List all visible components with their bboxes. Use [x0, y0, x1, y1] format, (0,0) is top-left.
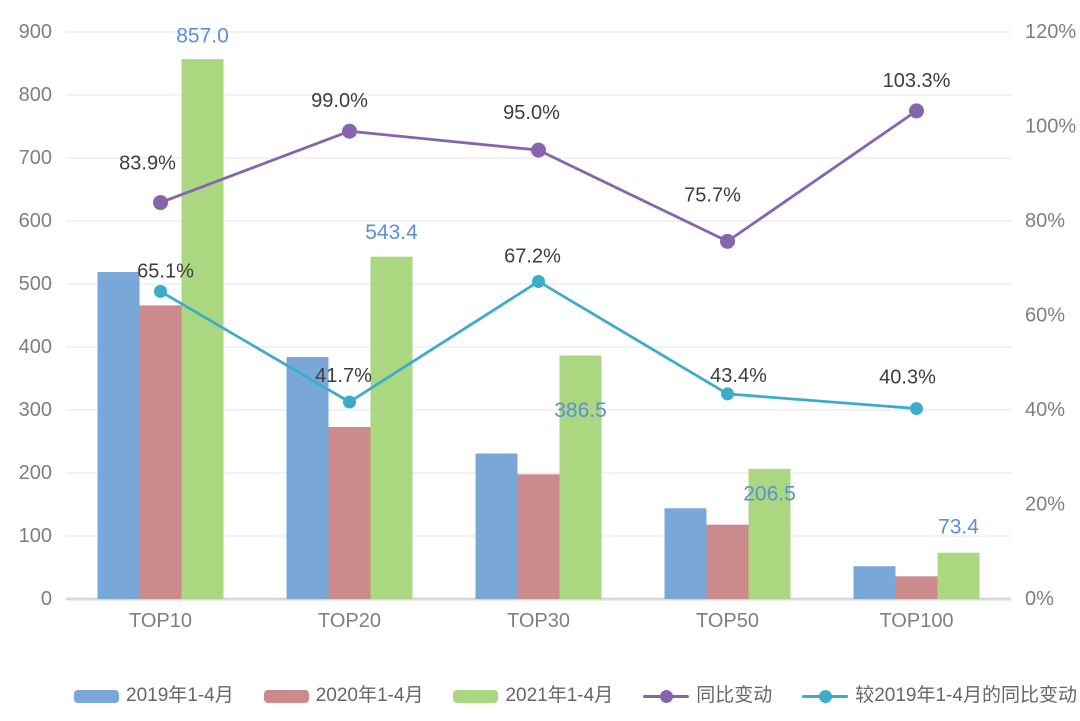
value-label: 206.5	[743, 482, 796, 505]
value-label: 73.4	[938, 515, 979, 538]
bar-2020年1-4月-TOP30	[517, 474, 560, 599]
percent-label: 103.3%	[883, 70, 951, 92]
line-同比变动	[160, 109, 918, 243]
percent-label: 43.4%	[710, 365, 767, 387]
chart-plot-area: 0 100 200 300 400 500 600 700 800 900 0% 20% 40% 60% 8…	[19, 21, 1077, 632]
x-axis-tick: TOP10	[129, 610, 192, 632]
dot-同比变动-TOP30	[531, 142, 546, 158]
percent-label: 40.3%	[879, 367, 936, 389]
legend: 2019年1-4月 2020年1-4月 2021年1-4月 同比变动 较2019年1-4…	[74, 683, 1077, 709]
bar-2020年1-4月-TOP50	[706, 524, 749, 599]
legend-label: 同比变动	[696, 685, 773, 706]
legend-item-2021年1-4月[interactable]: 2021年1-4月	[453, 683, 613, 709]
dot-较2019年1-4月的同比变动-TOP10	[154, 284, 167, 298]
y-axis-tick-right: 20%	[1025, 494, 1065, 516]
percent-label: 41.7%	[315, 365, 372, 387]
dot-较2019年1-4月的同比变动-TOP20	[343, 395, 356, 409]
y-axis-tick-right: 120%	[1025, 21, 1076, 43]
legend-item-2019年1-4月[interactable]: 2019年1-4月	[74, 683, 234, 709]
y-axis-tick-left: 900	[19, 21, 52, 43]
y-axis-tick-left: 400	[19, 336, 52, 358]
bar-2019年1-4月-TOP100	[853, 566, 896, 599]
legend-swatch-icon	[263, 689, 309, 703]
legend-label: 较2019年1-4月的同比变动	[855, 685, 1077, 706]
y-axis-tick-right: 0%	[1025, 588, 1054, 610]
value-label: 857.0	[176, 25, 229, 48]
bar-2020年1-4月-TOP10	[139, 305, 182, 599]
x-axis-tick: TOP20	[318, 610, 381, 632]
percent-label: 99.0%	[311, 90, 368, 112]
x-axis-tick: TOP100	[879, 610, 953, 632]
legend-item-同比变动[interactable]: 同比变动	[643, 683, 772, 709]
bar-2021年1-4月-TOP30	[559, 355, 602, 599]
bar-2021年1-4月-TOP100	[937, 552, 980, 599]
dot-同比变动-TOP20	[342, 123, 357, 139]
y-axis-tick-right: 100%	[1025, 116, 1076, 138]
percent-label: 67.2%	[504, 245, 561, 267]
legend-label: 2021年1-4月	[505, 685, 614, 706]
y-axis-tick-left: 100	[19, 525, 52, 547]
percent-label: 95.0%	[503, 102, 560, 124]
legend-label: 2020年1-4月	[315, 685, 424, 706]
y-axis-tick-left: 800	[19, 84, 52, 106]
y-axis-tick-left: 700	[19, 147, 52, 169]
x-axis-tick: TOP50	[696, 610, 759, 632]
line-较2019年1-4月的同比变动	[159, 279, 917, 410]
dot-较2019年1-4月的同比变动-TOP100	[910, 402, 923, 416]
legend-line-marker-icon	[643, 689, 690, 703]
y-axis-tick-left: 200	[19, 462, 52, 484]
percent-label: 83.9%	[119, 153, 176, 175]
legend-label: 2019年1-4月	[126, 685, 234, 706]
dot-同比变动-TOP50	[720, 233, 735, 249]
bar-2019年1-4月-TOP20	[286, 357, 329, 599]
bar-2020年1-4月-TOP20	[328, 427, 371, 599]
y-axis-tick-right: 40%	[1025, 399, 1065, 421]
bar-2021年1-4月-TOP20	[370, 256, 413, 599]
y-axis-tick-right: 80%	[1025, 210, 1065, 232]
dot-同比变动-TOP100	[909, 103, 924, 119]
bar-2019年1-4月-TOP30	[475, 453, 518, 599]
value-label: 543.4	[365, 221, 418, 244]
value-label: 386.5	[554, 399, 607, 422]
bar-2019年1-4月-TOP10	[97, 272, 140, 599]
dot-较2019年1-4月的同比变动-TOP50	[721, 387, 734, 401]
bar-2019年1-4月-TOP50	[664, 508, 707, 599]
y-axis-tick-left: 300	[19, 399, 52, 421]
y-axis-tick-right: 60%	[1025, 305, 1065, 327]
x-axis-tick: TOP30	[507, 610, 570, 632]
legend-swatch-icon	[74, 689, 119, 703]
percent-label: 75.7%	[684, 184, 741, 206]
percent-label: 65.1%	[137, 260, 194, 282]
legend-line-marker-icon	[802, 689, 849, 703]
dot-较2019年1-4月的同比变动-TOP30	[532, 274, 545, 288]
bar-2021年1-4月-TOP10	[181, 59, 224, 599]
y-axis-tick-left: 500	[19, 273, 52, 295]
y-axis-tick-left: 600	[19, 210, 52, 232]
legend-item-2020年1-4月[interactable]: 2020年1-4月	[263, 683, 424, 709]
bar-2021年1-4月-TOP50	[748, 468, 791, 599]
legend-item-较2019年1-4月的同比变动[interactable]: 较2019年1-4月的同比变动	[802, 683, 1077, 709]
legend-swatch-icon	[453, 689, 499, 703]
dot-同比变动-TOP10	[153, 195, 168, 211]
bar-2020年1-4月-TOP100	[895, 576, 938, 599]
y-axis-tick-left: 0	[41, 588, 52, 610]
